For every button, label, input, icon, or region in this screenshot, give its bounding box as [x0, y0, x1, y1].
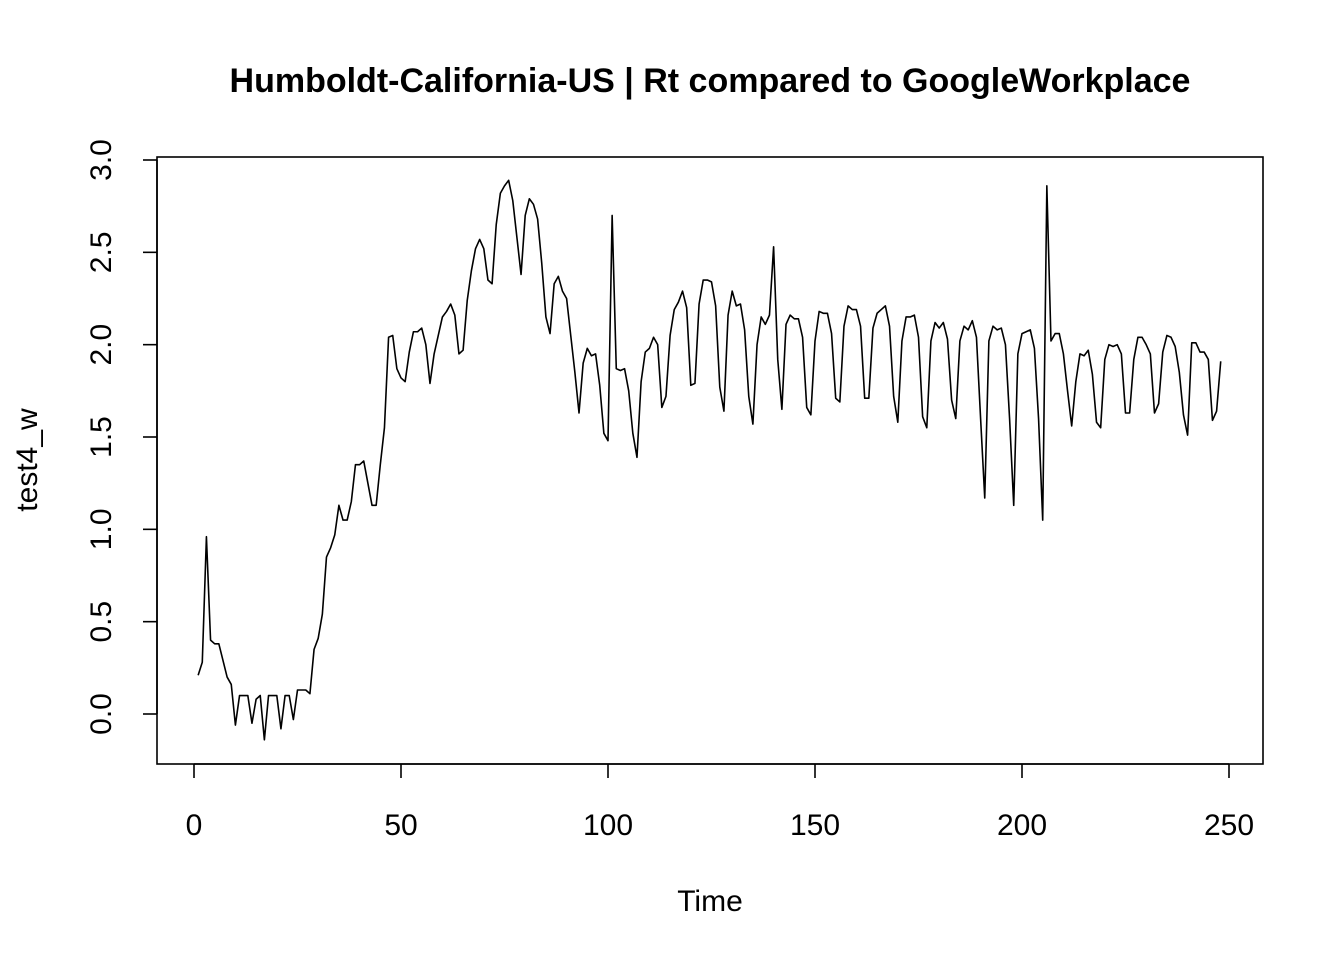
chart-title: Humboldt-California-US | Rt compared to …: [230, 62, 1191, 100]
x-tick-label: 50: [384, 809, 417, 842]
y-tick-label: 3.0: [85, 139, 118, 181]
y-tick-label: 0.5: [85, 601, 118, 643]
y-tick-label: 1.5: [85, 416, 118, 458]
y-axis: 0.0 0.5 1.0 1.5 2.0 2.5 3.0: [85, 139, 158, 735]
y-tick-label: 2.5: [85, 231, 118, 273]
y-tick-label: 0.0: [85, 693, 118, 735]
x-tick-label: 150: [790, 809, 840, 842]
x-tick-label: 100: [583, 809, 633, 842]
x-axis-label: Time: [677, 885, 743, 918]
x-tick-label: 200: [997, 809, 1047, 842]
x-axis: 0 50 100 150 200 250: [186, 763, 1254, 842]
series-line: [197, 179, 1222, 741]
plot-area-frame: [156, 156, 1264, 765]
x-tick-label: 0: [186, 809, 203, 842]
y-tick-label: 1.0: [85, 508, 118, 550]
y-tick-label: 2.0: [85, 324, 118, 366]
x-tick-label: 250: [1204, 809, 1254, 842]
y-axis-label: test4_w: [11, 408, 44, 512]
